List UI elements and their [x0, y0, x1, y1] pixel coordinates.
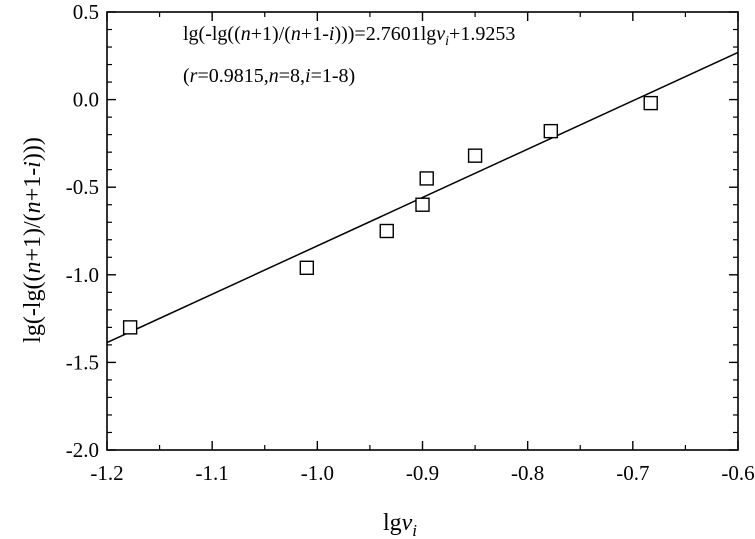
y-axis-title: lg(-lg((n+1)/(n+1-i))) [20, 137, 46, 343]
data-point [467, 148, 483, 163]
x-tick-label: -1.2 [90, 461, 123, 485]
data-point [299, 260, 315, 275]
x-axis-title: lgvi [383, 510, 417, 539]
data-points [122, 95, 658, 335]
data-point [419, 171, 434, 186]
data-point [379, 223, 394, 239]
y-tick-label: -2.0 [66, 438, 99, 462]
data-point [643, 95, 658, 111]
eq-lg1: lg(-lg(( [183, 23, 241, 45]
data-point [415, 197, 430, 212]
x-tick-label: -1.1 [196, 461, 229, 485]
y-tick-label: 0.0 [73, 88, 99, 112]
ticks: -1.2 -1.1 -1.0 -0.9 -0.8 -0.7 -0.6 -2.0 -1.5 -1.0… [66, 0, 755, 485]
x-tick-label: -0.9 [406, 461, 439, 485]
x-tick-label: -1.0 [301, 461, 334, 485]
y-tick-label: -1.5 [66, 350, 99, 374]
data-point [543, 123, 559, 139]
x-tick-label: -0.6 [721, 461, 754, 485]
fit-line [106, 51, 739, 344]
equation-annotation: lg(-lg((n+1)/(n+1-i)))=2.7601lgvi+1.9253 [183, 23, 515, 49]
x-tick-label: -0.8 [511, 461, 544, 485]
stats-annotation: (r=0.9815,n=8,i=1-8) [183, 65, 355, 87]
y-tick-label: 0.5 [73, 0, 99, 24]
y-tick-label: -0.5 [66, 175, 99, 199]
y-tick-label: -1.0 [66, 263, 99, 287]
x-tick-label: -0.7 [616, 461, 649, 485]
fit-line-group [106, 51, 739, 344]
data-point [122, 320, 138, 335]
